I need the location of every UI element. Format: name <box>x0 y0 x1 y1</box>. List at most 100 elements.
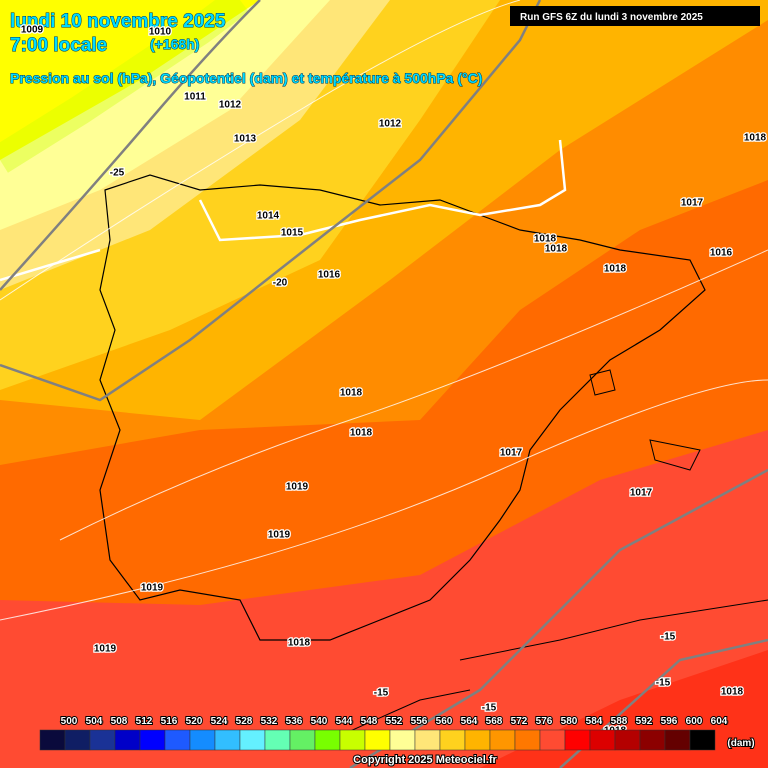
legend-swatch <box>139 729 166 751</box>
run-info: Run GFS 6Z du lundi 3 novembre 2025 <box>520 12 703 23</box>
legend-label: 572 <box>511 716 528 727</box>
legend-label: 536 <box>286 716 303 727</box>
coastline <box>99 174 706 641</box>
legend-swatch <box>489 729 516 751</box>
legend-swatch <box>264 729 291 751</box>
isobar-label: 1018 <box>350 428 373 439</box>
isobar-label: -15 <box>656 678 671 689</box>
time: 7:00 locale <box>10 35 107 56</box>
isobar-label: 1019 <box>141 583 164 594</box>
lead-time: (+168h) <box>150 36 199 52</box>
isobar-label: 1017 <box>630 488 653 499</box>
isobar-label: -15 <box>482 703 497 714</box>
legend-swatch <box>389 729 416 751</box>
legend-swatch <box>514 729 541 751</box>
isobar-label: 1019 <box>94 644 117 655</box>
isobar-label: 1017 <box>500 448 523 459</box>
isobar-label: -15 <box>661 632 676 643</box>
legend-label: 576 <box>536 716 553 727</box>
legend-label: 580 <box>561 716 578 727</box>
legend-swatch <box>39 729 66 751</box>
legend-label: 548 <box>361 716 378 727</box>
isobar-label: 1018 <box>604 264 627 275</box>
band <box>0 0 260 160</box>
legend-swatch <box>589 729 616 751</box>
legend-swatch <box>439 729 466 751</box>
subtitle: Pression au sol (hPa), Géopotentiel (dam… <box>10 70 482 86</box>
coastline <box>589 369 701 471</box>
copyright: Copyright 2025 Meteociel.fr <box>353 754 497 766</box>
legend: (dam) 500 504 508 512 516 520 524 528 532 536 540 5… <box>39 715 756 751</box>
legend-label: 560 <box>436 716 453 727</box>
isobar-label: 1015 <box>281 228 304 239</box>
isobar-label: 1013 <box>234 134 257 145</box>
legend-swatch <box>339 729 366 751</box>
legend-label: 592 <box>636 716 653 727</box>
isobar-label: 1010 <box>149 27 172 38</box>
isobar-label: 1012 <box>379 119 402 130</box>
legend-swatch <box>614 729 641 751</box>
isobar-label: 1009 <box>21 25 44 36</box>
legend-label: 552 <box>386 716 403 727</box>
legend-label: 556 <box>411 716 428 727</box>
legend-label: 540 <box>311 716 328 727</box>
legend-swatch <box>64 729 91 751</box>
legend-label: 564 <box>461 716 478 727</box>
legend-label: 544 <box>336 716 353 727</box>
isobar-label: 1018 <box>288 638 311 649</box>
legend-swatch <box>164 729 191 751</box>
legend-unit: (dam) <box>727 738 754 749</box>
isobar-label: 1018 <box>744 133 767 144</box>
legend-swatch <box>639 729 666 751</box>
legend-swatch <box>539 729 566 751</box>
legend-label: 584 <box>586 716 603 727</box>
isobar-label: 1018 <box>534 234 557 245</box>
isobar-label: 1017 <box>681 198 704 209</box>
isobar-label: 1011 <box>184 92 206 103</box>
isobar-label: 1014 <box>257 211 280 222</box>
isobar-label: -20 <box>273 278 288 289</box>
legend-label: 512 <box>136 716 153 727</box>
legend-swatch <box>89 729 116 751</box>
isobar-label: 1019 <box>268 530 291 541</box>
legend-swatch <box>189 729 216 751</box>
isobar-label: -15 <box>374 688 389 699</box>
isotherm <box>0 139 567 282</box>
isobar-label: 1012 <box>219 100 242 111</box>
legend-label: 568 <box>486 716 503 727</box>
legend-label: 508 <box>111 716 128 727</box>
legend-swatch <box>464 729 491 751</box>
legend-label: 532 <box>261 716 278 727</box>
legend-swatch <box>239 729 266 751</box>
legend-label: 520 <box>186 716 203 727</box>
legend-swatch <box>314 729 341 751</box>
band-edge <box>0 0 249 173</box>
run-box <box>510 6 760 26</box>
legend-label: 524 <box>211 716 228 727</box>
isobar-label: 1016 <box>710 248 733 259</box>
legend-label: 516 <box>161 716 178 727</box>
isobar <box>0 0 768 621</box>
legend-swatch <box>664 729 691 751</box>
isobar-label: 1018 <box>340 388 363 399</box>
isobar-label: 1019 <box>286 482 309 493</box>
date: lundi 10 novembre 2025 <box>10 11 226 32</box>
legend-label: 604 <box>711 716 728 727</box>
legend-swatch <box>214 729 241 751</box>
isobar-label: -25 <box>110 168 125 179</box>
isobar-label: 1018 <box>721 687 744 698</box>
legend-swatch <box>364 729 391 751</box>
legend-swatch <box>689 729 716 751</box>
isobar-label: 1018 <box>545 244 568 255</box>
legend-label: 528 <box>236 716 253 727</box>
legend-swatch <box>289 729 316 751</box>
legend-swatch <box>114 729 141 751</box>
legend-label: 600 <box>686 716 703 727</box>
legend-label: 596 <box>661 716 678 727</box>
coastline <box>329 599 768 741</box>
legend-label: 588 <box>611 716 628 727</box>
legend-swatch <box>414 729 441 751</box>
isobar-label: 1016 <box>318 270 341 281</box>
